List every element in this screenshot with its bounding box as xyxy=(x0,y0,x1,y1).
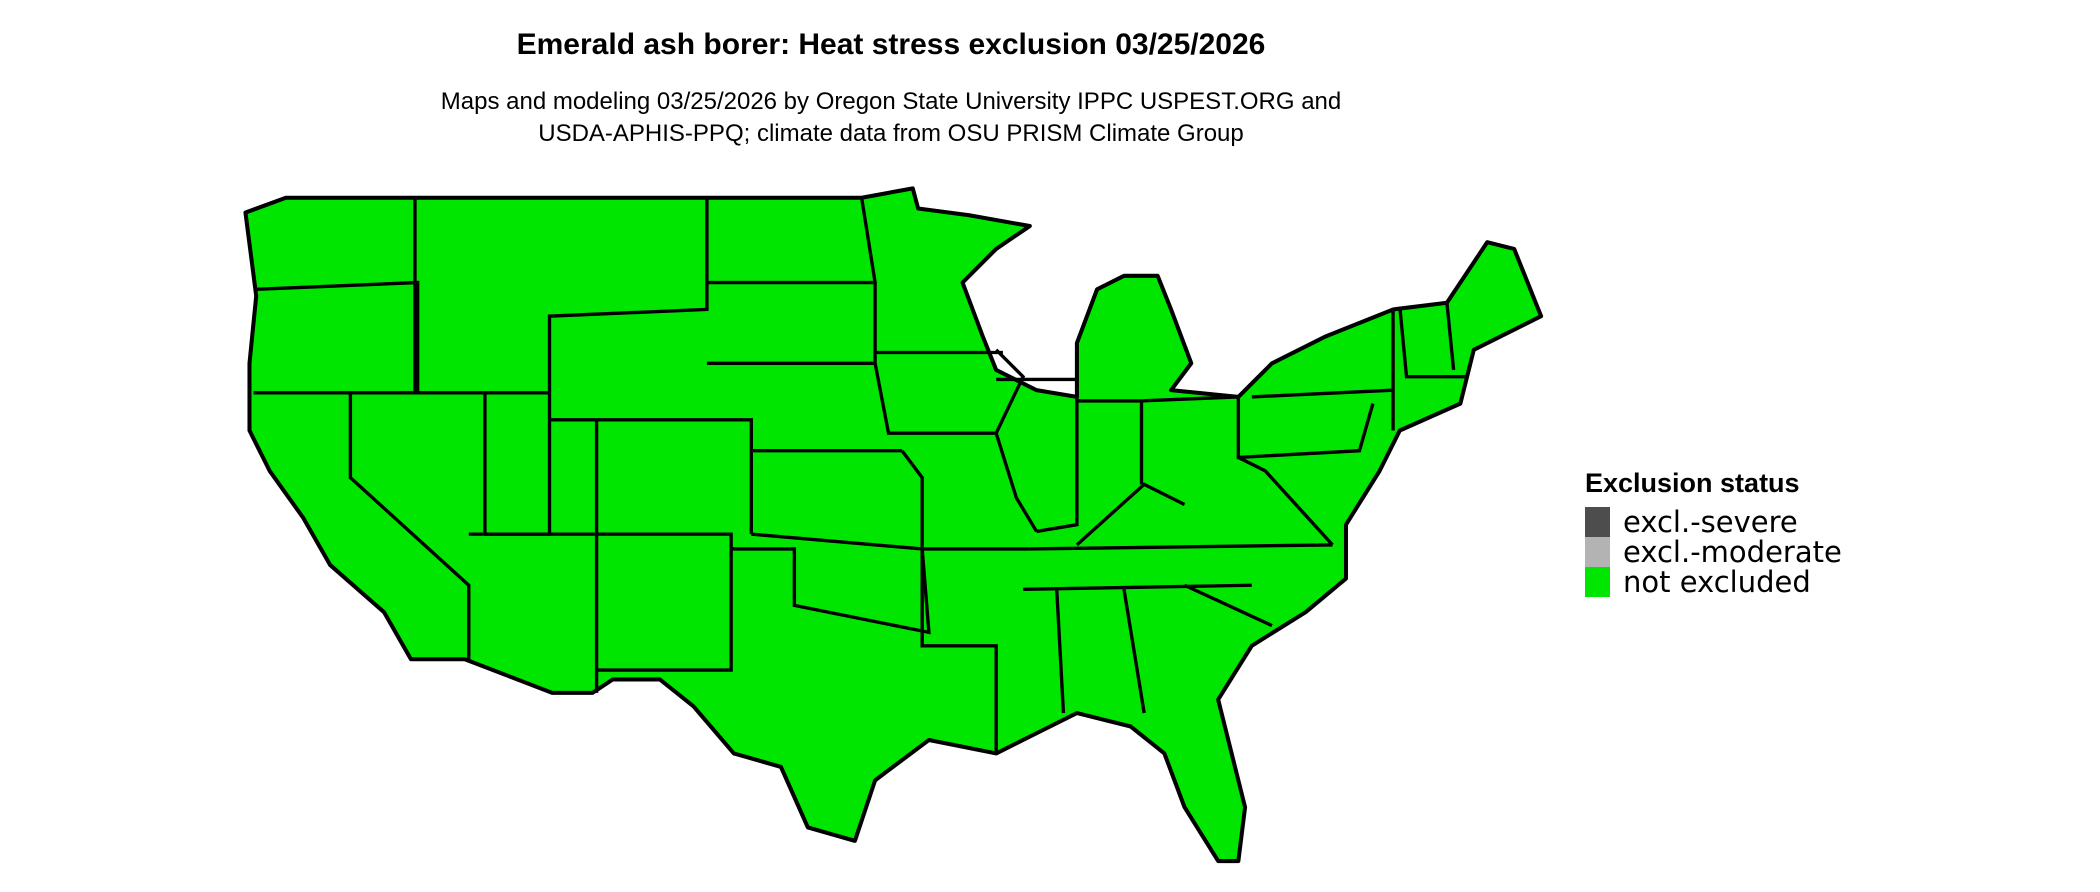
map-subtitle: Maps and modeling 03/25/2026 by Oregon S… xyxy=(0,86,1782,150)
legend: Exclusion status excl.-severe excl.-mode… xyxy=(1585,468,1842,599)
state-border xyxy=(549,280,903,535)
state-border xyxy=(348,197,471,660)
state-border xyxy=(1251,302,1468,431)
subtitle-line: USDA-APHIS-PPQ; climate data from OSU PR… xyxy=(538,120,1244,147)
us-outline xyxy=(243,186,1544,864)
legend-swatch xyxy=(1585,507,1610,537)
state-border xyxy=(253,280,420,395)
legend-swatch xyxy=(1585,567,1610,597)
map-title: Emerald ash borer: Heat stress exclusion… xyxy=(516,28,1266,61)
subtitle-line: Maps and modeling 03/25/2026 by Oregon S… xyxy=(440,88,1342,115)
legend-label: excl.-severe xyxy=(1623,505,1798,539)
legend-label: not excluded xyxy=(1623,565,1811,599)
state-border xyxy=(994,377,1079,534)
state-border xyxy=(1076,395,1375,547)
legend-item-not-excluded: not excluded xyxy=(1585,565,1842,599)
state-border xyxy=(1023,543,1333,714)
legend-label: excl.-moderate xyxy=(1623,535,1842,569)
legend-swatch xyxy=(1585,537,1610,567)
legend-title: Exclusion status xyxy=(1585,468,1800,498)
legend-item-excl-severe: excl.-severe xyxy=(1585,505,1842,539)
state-border xyxy=(859,197,1026,435)
state-border xyxy=(900,449,998,754)
state-border xyxy=(731,532,1030,635)
state-border xyxy=(1075,482,1273,628)
state-border xyxy=(483,392,733,693)
state-borders xyxy=(253,197,1468,754)
legend-item-excl-moderate: excl.-moderate xyxy=(1585,535,1842,569)
